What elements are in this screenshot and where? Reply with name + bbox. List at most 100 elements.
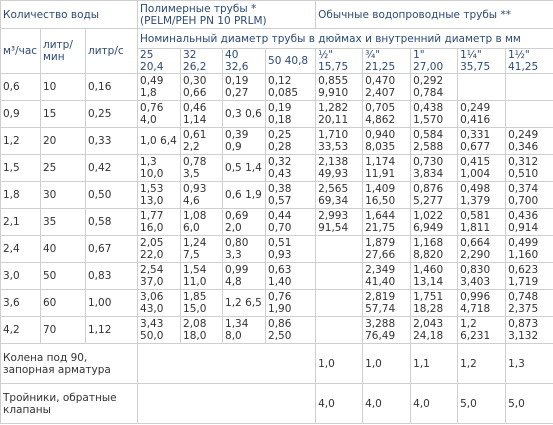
header-diameter: ¾" 21,25 bbox=[362, 48, 412, 74]
table-cell bbox=[315, 316, 364, 344]
table-cell: 0,61 2,2 bbox=[180, 127, 224, 155]
table-cell: 0,12 0,085 bbox=[265, 73, 317, 101]
table-cell bbox=[315, 262, 364, 290]
header-diameter: 40 32,6 bbox=[222, 48, 267, 74]
table-row: 0,9 15 0,25 0,76 4,0 0,46 1,14 0,3 0,6 0,19 0,… bbox=[0, 100, 553, 128]
table-cell: 0,38 0,57 bbox=[265, 181, 317, 209]
table-cell: 1,879 27,66 bbox=[362, 235, 412, 263]
table-cell: 0,5 1,4 bbox=[222, 154, 267, 182]
table-cell: 0,312 0,510 bbox=[505, 154, 553, 182]
table-cell: 0,623 1,719 bbox=[505, 262, 553, 290]
header-polymer: Полимерные трубы * (PELM/PEH PN 10 PRLM) bbox=[137, 0, 317, 29]
table-cell: 0,705 4,862 bbox=[362, 100, 412, 128]
table-cell: 20 bbox=[40, 127, 86, 155]
table-cell: 1,0 6,4 bbox=[137, 127, 182, 155]
table-cell: 0,25 0,28 bbox=[265, 127, 317, 155]
footer-label: Колена под 90, запорная арматура bbox=[0, 343, 139, 384]
table-row: Количество воды Полимерные трубы * (PELM/… bbox=[0, 0, 553, 29]
table-cell: 1,8 bbox=[0, 181, 41, 209]
table-cell: 0,331 0,677 bbox=[457, 127, 507, 155]
table-cell: 0,80 3,3 bbox=[222, 235, 267, 263]
table-cell: 0,6 1,9 bbox=[222, 181, 267, 209]
table-cell: 0,249 0,416 bbox=[457, 100, 507, 128]
table-cell: 0,873 3,132 bbox=[505, 316, 553, 344]
table-row: 3,0 50 0,83 2,54 37,0 1,54 11,0 0,99 4,8 0,63 … bbox=[0, 262, 553, 290]
table-cell: 0,76 4,0 bbox=[137, 100, 182, 128]
table-cell: 0,25 bbox=[84, 100, 139, 128]
header-diameter: 32 26,2 bbox=[180, 48, 224, 74]
table-cell: 0,249 0,346 bbox=[505, 127, 553, 155]
table-cell bbox=[457, 73, 507, 101]
table-cell: 1,5 bbox=[0, 154, 41, 182]
table-cell: 0,44 0,70 bbox=[265, 208, 317, 236]
table-row: 0,6 10 0,16 0,49 1,8 0,30 0,66 0,19 0,27 0,12 … bbox=[0, 73, 553, 101]
table-cell: 0,996 4,718 bbox=[457, 289, 507, 317]
table-cell: 0,78 3,5 bbox=[180, 154, 224, 182]
table-cell: 0,6 bbox=[0, 73, 41, 101]
header-unit: м³/час bbox=[0, 28, 41, 74]
table-cell: 0,748 2,375 bbox=[505, 289, 553, 317]
table-cell: 1,24 7,5 bbox=[180, 235, 224, 263]
table-cell: 60 bbox=[40, 289, 86, 317]
table-cell: 2,565 69,34 bbox=[315, 181, 364, 209]
table-cell: 1,3 bbox=[505, 343, 553, 384]
table-cell: 1,644 21,75 bbox=[362, 208, 412, 236]
table-cell bbox=[505, 100, 553, 128]
table-cell: 0,76 1,90 bbox=[265, 289, 317, 317]
table-row: Колена под 90, запорная арматура 1,0 1,0 1,… bbox=[0, 343, 553, 384]
header-nominal: Номинальный диаметр трубы в дюймах и вну… bbox=[137, 28, 553, 49]
table-cell: 1,2 bbox=[457, 343, 507, 384]
table-cell: 0,438 1,570 bbox=[410, 100, 459, 128]
header-unit: литр/с bbox=[84, 28, 139, 74]
table-cell: 3,6 bbox=[0, 289, 41, 317]
header-diameter: 1¼" 35,75 bbox=[457, 48, 507, 74]
table-cell: 1,2 6,5 bbox=[222, 289, 267, 317]
table-cell: 40 bbox=[40, 235, 86, 263]
table-cell: 4,0 bbox=[362, 383, 412, 424]
table-cell: 0,49 1,8 bbox=[137, 73, 182, 101]
table-cell: 0,50 bbox=[84, 181, 139, 209]
table-cell: 1,751 18,28 bbox=[410, 289, 459, 317]
table-cell: 4,0 bbox=[315, 383, 364, 424]
table-cell: 2,05 22,0 bbox=[137, 235, 182, 263]
table-cell: 1,2 6,231 bbox=[457, 316, 507, 344]
footer-label: Тройники, обратные клапаны bbox=[0, 383, 139, 424]
table-cell: 1,2 bbox=[0, 127, 41, 155]
table-cell bbox=[315, 289, 364, 317]
table-row: 1,5 25 0,42 1,3 10,0 0,78 3,5 0,5 1,4 0,32 0,4… bbox=[0, 154, 553, 182]
table-cell: 0,292 0,784 bbox=[410, 73, 459, 101]
table-cell: 0,415 1,004 bbox=[457, 154, 507, 182]
table-cell: 1,53 13,0 bbox=[137, 181, 182, 209]
table-cell: 2,54 37,0 bbox=[137, 262, 182, 290]
table-cell: 2,819 57,74 bbox=[362, 289, 412, 317]
table-cell: 3,43 50,0 bbox=[137, 316, 182, 344]
table-cell: 1,282 20,11 bbox=[315, 100, 364, 128]
table-cell: 0,51 0,93 bbox=[265, 235, 317, 263]
table-cell: 4,2 bbox=[0, 316, 41, 344]
table-cell: 2,1 bbox=[0, 208, 41, 236]
header-diameter: ½" 15,75 bbox=[315, 48, 364, 74]
table-cell: 1,0 bbox=[362, 343, 412, 384]
table-row: 25 20,4 32 26,2 40 32,6 50 40,8 ½" 15,75 ¾" 2… bbox=[1, 48, 553, 74]
table-row: 2,1 35 0,58 1,77 16,0 1,08 6,0 0,69 2,0 0,44 0… bbox=[0, 208, 553, 236]
table-cell: 0,9 bbox=[0, 100, 41, 128]
table-cell: 0,940 8,035 bbox=[362, 127, 412, 155]
table-cell: 5,0 bbox=[505, 383, 553, 424]
table-row: 4,2 70 1,12 3,43 50,0 2,08 18,0 1,34 8,0 0,86 … bbox=[0, 316, 553, 344]
table-cell: 0,46 1,14 bbox=[180, 100, 224, 128]
table-cell: 1,85 15,0 bbox=[180, 289, 224, 317]
table-cell: 0,498 1,379 bbox=[457, 181, 507, 209]
header-diameter: 25 20,4 bbox=[137, 48, 182, 74]
table-cell: 1,54 11,0 bbox=[180, 262, 224, 290]
table-cell: 50 bbox=[40, 262, 86, 290]
table-cell: 0,99 4,8 bbox=[222, 262, 267, 290]
table-cell: 2,993 91,54 bbox=[315, 208, 364, 236]
header-unit: литр/мин bbox=[40, 28, 86, 74]
table-cell: 0,584 2,588 bbox=[410, 127, 459, 155]
table-cell: 1,022 6,949 bbox=[410, 208, 459, 236]
table-cell: 0,69 2,0 bbox=[222, 208, 267, 236]
table-cell: 0,374 0,700 bbox=[505, 181, 553, 209]
